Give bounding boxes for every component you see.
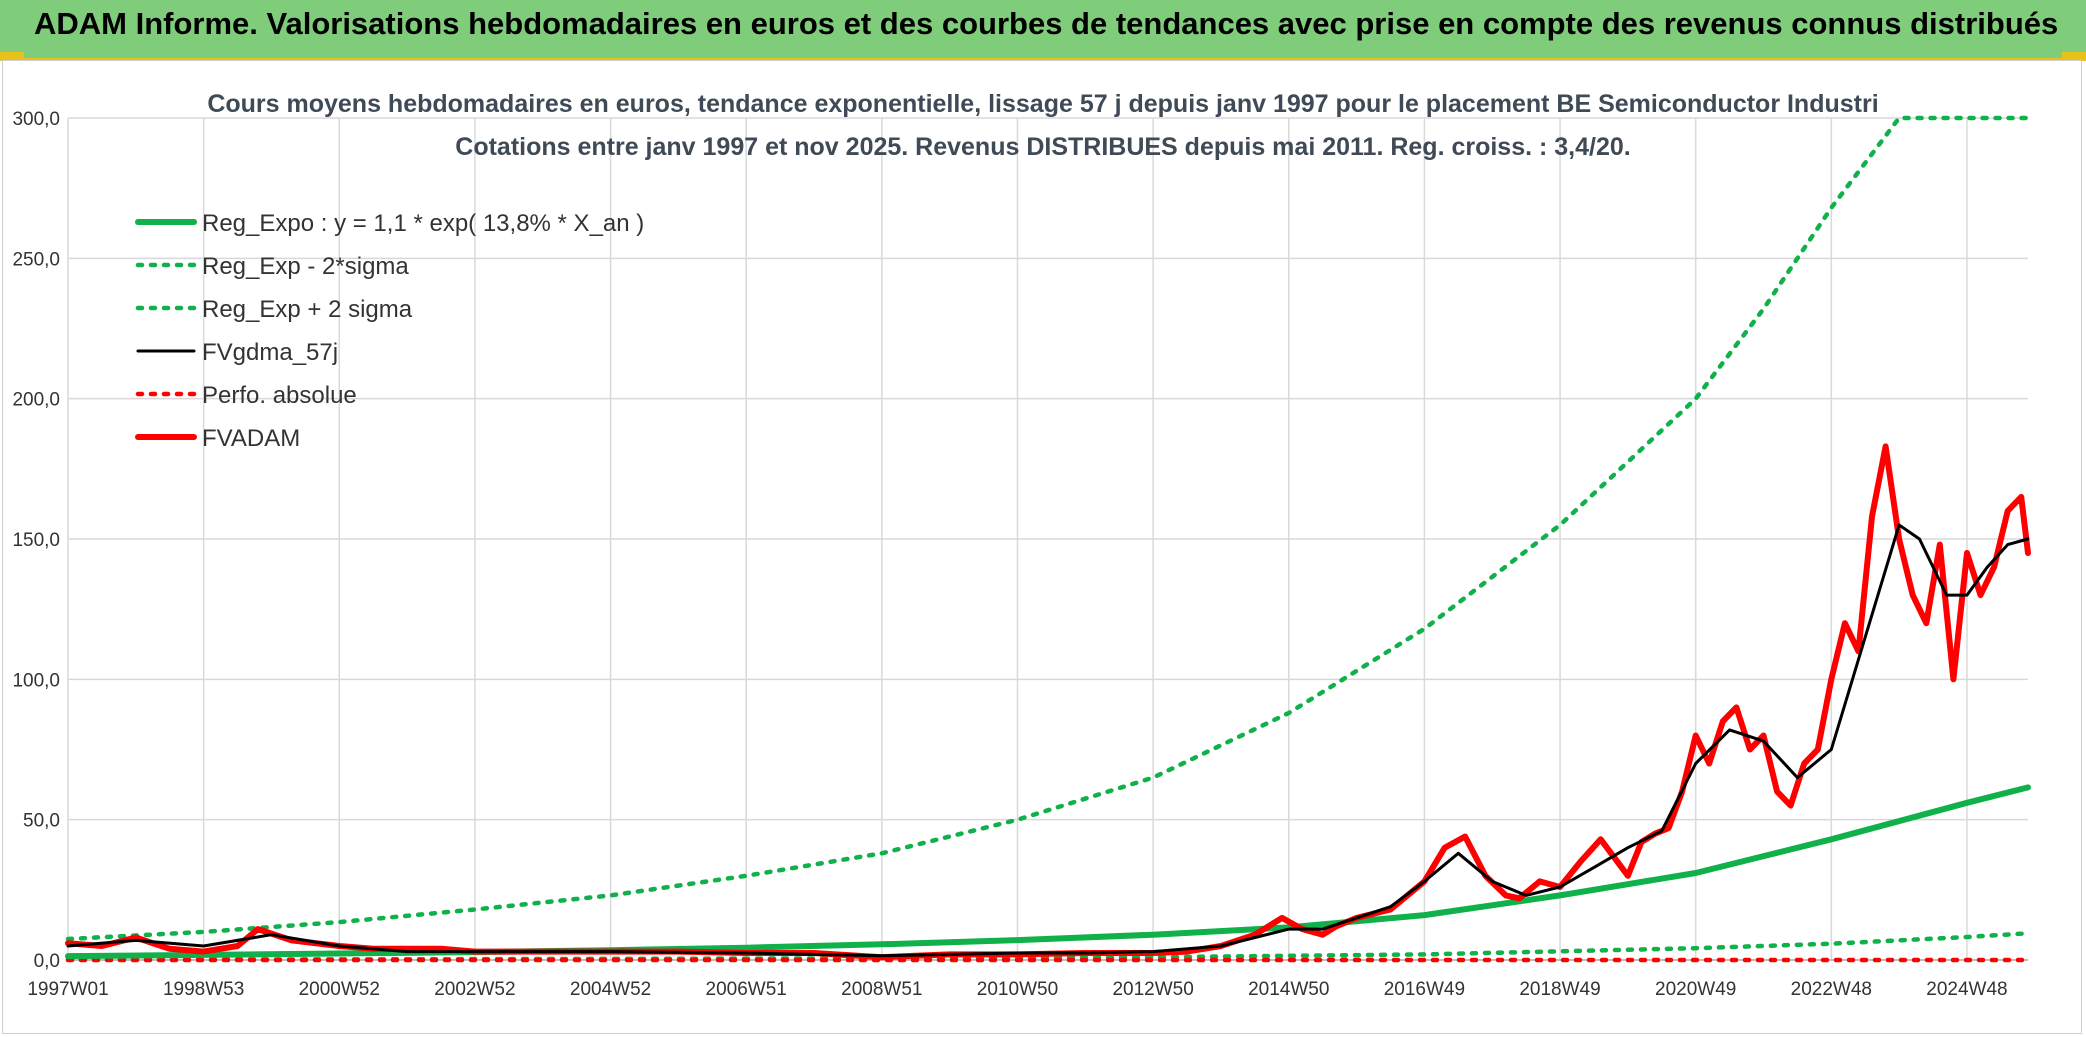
x-tick-label: 2024W48 <box>1926 979 2007 1000</box>
x-tick-label: 2006W51 <box>706 979 787 1000</box>
series-line-5 <box>65 443 2031 961</box>
grid <box>67 117 2028 961</box>
y-tick-label: 50,0 <box>23 811 60 832</box>
y-tick-label: 250,0 <box>12 249 60 270</box>
x-tick-label: 2014W50 <box>1248 979 1329 1000</box>
x-tick-label: 2000W52 <box>299 979 380 1000</box>
y-tick-label: 200,0 <box>12 390 60 411</box>
report-banner: ADAM Informe. Valorisations hebdomadaire… <box>0 0 2086 61</box>
legend: Reg_Expo : y = 1,1 * exp( 13,8% * X_an )… <box>135 210 644 452</box>
series-line-2 <box>65 115 2031 942</box>
x-tick-label: 2008W51 <box>841 979 922 1000</box>
x-tick-label: 1997W01 <box>27 979 108 1000</box>
legend-label: Reg_Expo : y = 1,1 * exp( 13,8% * X_an ) <box>202 210 644 237</box>
x-tick-label: 2018W49 <box>1519 979 1600 1000</box>
legend-label: FVADAM <box>202 425 300 452</box>
x-tick-label: 1998W53 <box>163 979 244 1000</box>
chart-title-line-1: Cours moyens hebdomadaires en euros, ten… <box>207 90 1878 118</box>
series-line-0 <box>65 784 2031 960</box>
legend-label: Reg_Exp + 2 sigma <box>202 296 413 323</box>
x-tick-label: 2004W52 <box>570 979 651 1000</box>
report-title: ADAM Informe. Valorisations hebdomadaire… <box>34 6 2059 41</box>
series-lines <box>65 115 2031 963</box>
x-tick-label: 2002W52 <box>434 979 515 1000</box>
chart-frame <box>2 60 2082 1034</box>
legend-label: Perfo. absolue <box>202 382 357 409</box>
x-tick-label: 2012W50 <box>1112 979 1193 1000</box>
x-tick-label: 2016W49 <box>1384 979 1465 1000</box>
legend-label: Reg_Exp - 2*sigma <box>202 253 409 280</box>
y-tick-label: 100,0 <box>12 670 60 691</box>
y-tick-label: 0,0 <box>34 951 60 972</box>
series-line-3 <box>66 523 2030 958</box>
banner-accent-right <box>2062 52 2086 59</box>
banner-accent-left <box>0 52 24 59</box>
y-tick-label: 150,0 <box>12 530 60 551</box>
axes: 0,0 50,0 100,0 150,0 200,0 250,0 300,0 1997W01 1… <box>12 109 2028 1000</box>
legend-label: FVgdma_57j <box>202 339 338 366</box>
x-tick-label: 2020W49 <box>1655 979 1736 1000</box>
x-tick-label: 2022W48 <box>1791 979 1872 1000</box>
chart-title-line-2: Cotations entre janv 1997 et nov 2025. R… <box>455 133 1630 161</box>
y-tick-label: 300,0 <box>12 109 60 130</box>
x-tick-label: 2010W50 <box>977 979 1058 1000</box>
